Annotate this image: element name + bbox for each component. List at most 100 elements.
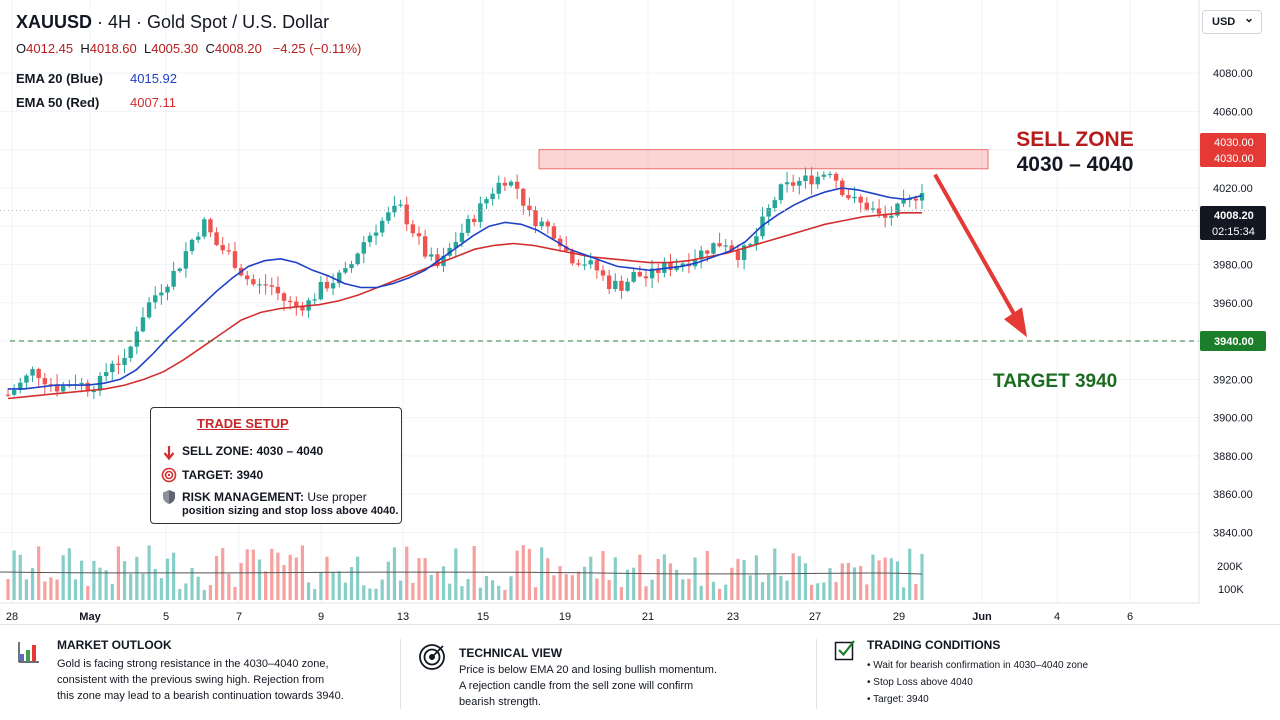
candle-body <box>619 280 624 291</box>
candle-body <box>643 276 649 279</box>
candle-body <box>232 251 238 268</box>
volume-bar <box>282 565 286 600</box>
volume-bar <box>178 589 182 600</box>
arrow-shaft <box>933 173 1019 321</box>
target-label: TARGET 3940 <box>993 371 1118 392</box>
volume-bar <box>67 548 71 600</box>
candle-body <box>226 250 232 252</box>
volume-bar <box>208 585 213 600</box>
volume-bar <box>417 558 421 600</box>
volume-bar <box>797 556 801 600</box>
candle-body <box>91 390 97 393</box>
volume-bar <box>576 571 581 600</box>
currency-select[interactable]: USD <box>1202 7 1262 34</box>
volume-bar <box>527 548 532 600</box>
symbol[interactable]: XAUUSD <box>16 12 93 32</box>
ema50-legend[interactable]: EMA 50 (Red) 4007.11 <box>16 95 176 110</box>
candle-body <box>183 251 189 269</box>
volume-bar <box>625 569 630 600</box>
price-tick-label: 3900.00 <box>1213 413 1253 425</box>
candle-body <box>392 205 397 213</box>
sell-zone-tag-low: 4030.00 <box>1214 153 1254 165</box>
volume-bar <box>325 556 329 600</box>
volume-bar <box>711 581 716 600</box>
volume-bar <box>693 557 697 600</box>
setup-target: TARGET: 3940 <box>182 468 264 482</box>
volume-bar <box>374 588 378 600</box>
time-tick-label: 7 <box>236 611 242 623</box>
candle-body <box>103 372 109 376</box>
price-chart[interactable]: 4080.004060.004040.004020.004000.003980.… <box>0 0 1280 624</box>
candle-body <box>128 346 133 359</box>
volume-bar <box>846 562 850 600</box>
time-tick-label: 9 <box>318 611 324 623</box>
volume-bar <box>129 573 133 600</box>
setup-risk: RISK MANAGEMENT: Use proper <box>182 490 367 504</box>
volume-bar <box>190 568 194 600</box>
candle-body <box>54 384 60 392</box>
candle-body <box>680 263 685 266</box>
candle-body <box>189 239 195 252</box>
time-axis[interactable]: 28 May 5 7 9 13 15 19 21 23 27 29 Jun 4 6 <box>6 611 1133 623</box>
volume-bar <box>901 587 906 600</box>
volume-bar <box>61 555 65 600</box>
volume-bar <box>503 589 507 600</box>
volume-bar <box>429 574 433 600</box>
candle-body <box>827 173 833 176</box>
volume-bar <box>221 548 225 600</box>
time-tick-label: 23 <box>727 611 739 623</box>
candle-body <box>625 281 630 291</box>
candle-body <box>882 213 888 218</box>
price-tick-label: 3920.00 <box>1213 374 1253 386</box>
volume-bar <box>742 560 746 600</box>
candle-body <box>159 292 164 296</box>
candle-body <box>797 180 802 186</box>
volume-bar <box>264 571 268 600</box>
time-tick-label: 27 <box>809 611 821 623</box>
volume-bar <box>877 560 881 600</box>
volume-bar <box>386 561 390 600</box>
down-arrow-icon <box>933 173 1027 338</box>
volume-bar <box>748 575 752 600</box>
volume-bar <box>448 583 452 600</box>
volume-bar <box>638 554 642 600</box>
sell-zone-box <box>538 149 989 170</box>
volume-bar <box>717 588 722 600</box>
volume-bar <box>668 563 673 600</box>
candle-body <box>116 363 121 366</box>
sell-zone-title: SELL ZONE <box>1016 128 1134 151</box>
sell-zone-tag <box>1200 133 1266 167</box>
candle-body <box>484 199 489 204</box>
volume-bar <box>589 556 593 600</box>
volume-bar <box>865 584 869 600</box>
volume-bar <box>662 554 666 600</box>
volume-bar <box>466 579 470 600</box>
volume-bar <box>110 584 114 600</box>
candle-body <box>287 300 293 303</box>
footer-divider <box>400 639 401 709</box>
candle-body <box>613 280 618 289</box>
candle-body <box>48 384 54 386</box>
candle-body <box>514 181 520 189</box>
volume-bar <box>43 581 47 600</box>
volume-bar <box>251 549 255 600</box>
time-tick-label: 19 <box>559 611 571 623</box>
volume-bar <box>441 566 446 600</box>
candle-body <box>502 182 508 186</box>
candle-body <box>889 215 894 218</box>
volume-bar <box>871 554 875 600</box>
open-value: 4012.45 <box>26 41 74 56</box>
volume-bar <box>368 588 372 600</box>
candle-body <box>324 281 330 289</box>
candle-body <box>343 268 348 273</box>
volume-bar <box>37 546 41 600</box>
volume-bar <box>245 549 249 600</box>
candle-body <box>637 271 643 277</box>
target-icon <box>161 467 177 483</box>
time-tick-label: Jun <box>972 611 992 623</box>
candle-body <box>527 205 532 211</box>
candle-body <box>269 285 274 287</box>
candle-body <box>735 250 741 260</box>
time-tick-label: 21 <box>642 611 654 623</box>
ema20-legend[interactable]: EMA 20 (Blue) 4015.92 <box>16 71 177 86</box>
